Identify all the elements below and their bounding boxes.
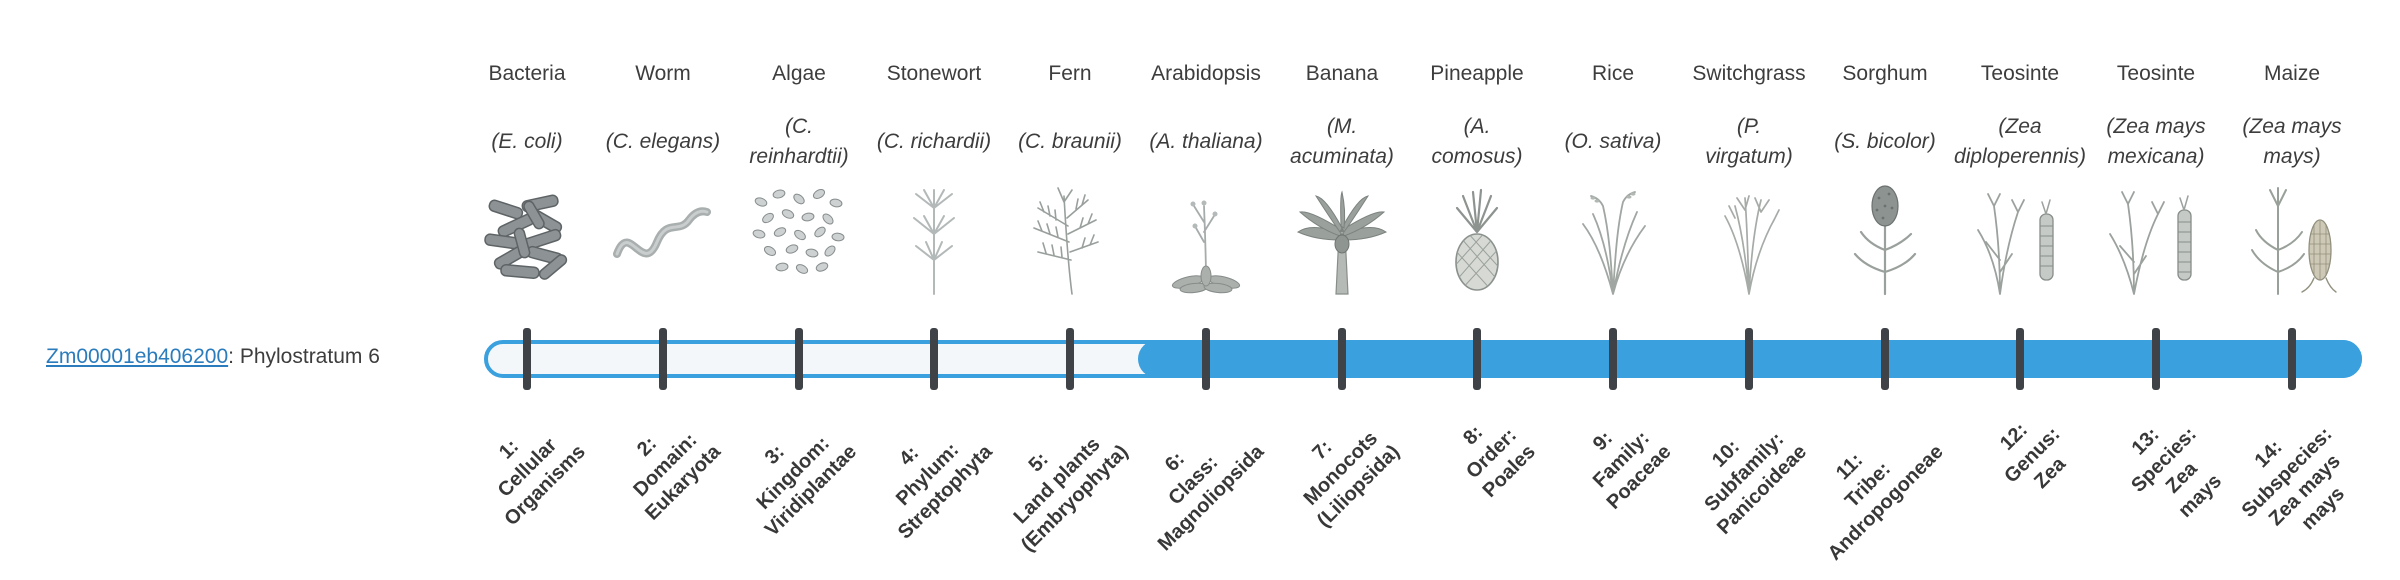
fern-icon bbox=[1010, 176, 1130, 301]
organism-column-maize: Maize (Zea mays mays) bbox=[2217, 48, 2367, 318]
organism-sci-name: (Zea mays mexicana) bbox=[2106, 114, 2206, 168]
gene-label: Zm00001eb406200: Phylostratum 6 bbox=[46, 345, 380, 369]
phylostratum-tick-12 bbox=[2016, 328, 2024, 390]
algae-icon bbox=[739, 176, 859, 301]
organism-name: Switchgrass bbox=[1692, 62, 1806, 85]
stratum-label-2: 2: Domain: Eukaryota bbox=[629, 428, 726, 525]
organism-name: Worm bbox=[635, 62, 691, 85]
gene-phylostratum-text: : Phylostratum 6 bbox=[228, 345, 380, 368]
teosinte-diploperennis-icon bbox=[1960, 176, 2080, 301]
phylostratum-tick-14 bbox=[2288, 328, 2296, 390]
organism-sci-name: (E. coli) bbox=[491, 129, 563, 153]
maize-icon bbox=[2232, 176, 2352, 301]
organism-column-fern: Fern (C. braunii) bbox=[995, 48, 1145, 318]
organism-name: Maize bbox=[2263, 62, 2321, 85]
stratum-label-6: 6: Class: Magnoliopsida bbox=[1153, 440, 1269, 556]
stratum-label-1: 1: Cellular Organisms bbox=[492, 433, 590, 531]
organism-column-pineapple: Pineapple (A. comosus) bbox=[1402, 48, 1552, 318]
stratum-label-9: 9: Family: Poaceae bbox=[1588, 426, 1676, 514]
organism-name: Arabidopsis bbox=[1151, 62, 1261, 85]
organism-sci-name: (S. bicolor) bbox=[1834, 129, 1936, 153]
organism-column-sorghum: Sorghum (S. bicolor) bbox=[1810, 48, 1960, 318]
pineapple-icon bbox=[1417, 176, 1537, 301]
organism-column-algae: Algae (C. reinhardtii) bbox=[724, 48, 874, 318]
organism-column-rice: Rice (O. sativa) bbox=[1538, 48, 1688, 318]
phylostratum-tick-1 bbox=[523, 328, 531, 390]
worm-icon bbox=[603, 176, 723, 301]
phylostratum-tick-2 bbox=[659, 328, 667, 390]
phylostratum-tick-6 bbox=[1202, 328, 1210, 390]
phylostratum-tick-9 bbox=[1609, 328, 1617, 390]
stratum-label-7: 7: Monocots (Liliopsida) bbox=[1299, 427, 1405, 532]
organism-name: Teosinte bbox=[2116, 62, 2196, 85]
organism-sci-name: (C. braunii) bbox=[1018, 129, 1122, 153]
organism-name: Bacteria bbox=[488, 62, 566, 85]
phylostratum-tick-13 bbox=[2152, 328, 2160, 390]
rice-icon bbox=[1553, 176, 1673, 301]
organism-sci-name: (C. elegans) bbox=[605, 129, 721, 153]
organism-column-teosinte-diploperennis: Teosinte (Zea diploperennis) bbox=[1945, 48, 2095, 318]
phylostratum-tick-8 bbox=[1473, 328, 1481, 390]
organism-sci-name: (P. virgatum) bbox=[1705, 114, 1793, 168]
organism-sci-name: (A. thaliana) bbox=[1149, 129, 1263, 153]
bacteria-icon bbox=[467, 176, 587, 301]
phylostratum-tick-4 bbox=[930, 328, 938, 390]
organism-sci-name: (Zea mays mays) bbox=[2242, 114, 2342, 168]
organism-name: Banana bbox=[1305, 62, 1379, 85]
organism-column-bacteria: Bacteria (E. coli) bbox=[452, 48, 602, 318]
stonewort-icon bbox=[874, 176, 994, 301]
sorghum-icon bbox=[1825, 176, 1945, 301]
phylostratum-tick-10 bbox=[1745, 328, 1753, 390]
gene-link[interactable]: Zm00001eb406200 bbox=[46, 345, 229, 368]
organism-column-worm: Worm (C. elegans) bbox=[588, 48, 738, 318]
organism-column-teosinte-mexicana: Teosinte (Zea mays mexicana) bbox=[2081, 48, 2231, 318]
organism-name: Teosinte bbox=[1980, 62, 2060, 85]
organism-column-arabidopsis: Arabidopsis (A. thaliana) bbox=[1131, 48, 1281, 318]
organism-sci-name: (C. reinhardtii) bbox=[749, 114, 849, 168]
stratum-label-4: 4: Phylum: Streptophyta bbox=[891, 438, 997, 544]
organism-sci-name: (A. comosus) bbox=[1431, 114, 1523, 168]
stratum-label-10: 10: Subfamily: Panicoideae bbox=[1700, 427, 1812, 539]
organism-column-stonewort: Stonewort (C. richardii) bbox=[859, 48, 1009, 318]
banana-icon bbox=[1282, 176, 1402, 301]
teosinte-mexicana-icon bbox=[2096, 176, 2216, 301]
organism-name: Rice bbox=[1591, 62, 1634, 85]
arabidopsis-icon bbox=[1146, 176, 1266, 301]
organism-column-banana: Banana (M. acuminata) bbox=[1267, 48, 1417, 318]
organism-name: Stonewort bbox=[886, 62, 982, 85]
organism-sci-name: (M. acuminata) bbox=[1290, 114, 1394, 168]
stratum-label-3: 3: Kingdom: Viridiplantae bbox=[752, 432, 862, 542]
organism-sci-name: (O. sativa) bbox=[1564, 129, 1662, 153]
organism-name: Pineapple bbox=[1430, 62, 1524, 85]
organism-name: Sorghum bbox=[1842, 62, 1928, 85]
stratum-label-8: 8: Order: Poales bbox=[1458, 421, 1540, 503]
phylostratum-tick-5 bbox=[1066, 328, 1074, 390]
stratum-label-14: 14: Subspecies: Zea mays mays bbox=[2237, 422, 2349, 535]
phylostratum-tick-7 bbox=[1338, 328, 1346, 390]
organism-column-switchgrass: Switchgrass (P. virgatum) bbox=[1674, 48, 1824, 318]
stratum-label-11: 11: Tribe: Andropogoneae bbox=[1823, 440, 1948, 565]
stratum-label-12: 12: Genus: Zea bbox=[1996, 418, 2071, 494]
stratum-label-5: 5: Land plants (Embryophyta) bbox=[1009, 433, 1133, 557]
stratum-label-13: 13: Species: Zea mays bbox=[2126, 422, 2226, 522]
organism-sci-name: (C. richardii) bbox=[876, 129, 992, 153]
organism-sci-name: (Zea diploperennis) bbox=[1954, 114, 2086, 168]
organism-name: Algae bbox=[772, 62, 826, 85]
phylostratum-tick-3 bbox=[795, 328, 803, 390]
switchgrass-icon bbox=[1689, 176, 1809, 301]
organism-name: Fern bbox=[1048, 62, 1092, 85]
phylostratum-tick-11 bbox=[1881, 328, 1889, 390]
